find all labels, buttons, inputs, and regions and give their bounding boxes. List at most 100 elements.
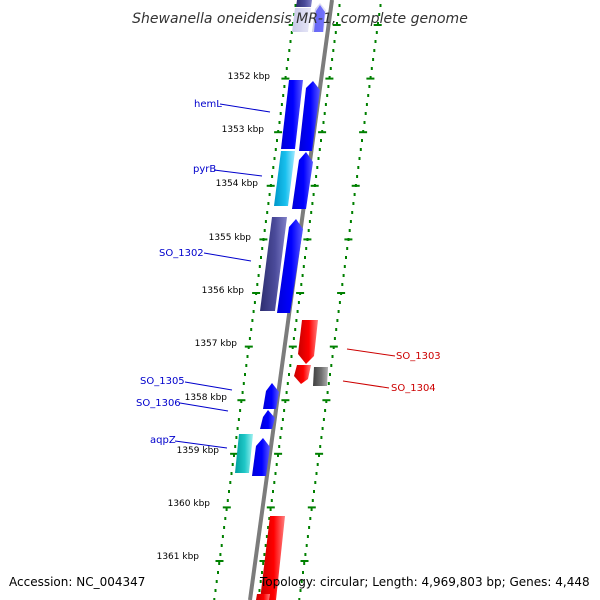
track-middle-dash [259,560,268,562]
track-middle-dot [297,301,300,304]
track-right-dot [331,355,334,358]
track-left-dot [239,409,242,412]
gene-SO1305 [263,383,279,409]
track-left-dash [281,77,290,80]
track-left-dot [235,436,238,439]
gene-aqpZ-left [235,434,253,473]
grid-tracks [213,4,382,600]
leader-SO1305 [184,381,233,391]
track-left-dot [252,310,255,313]
track-middle-dot [310,211,313,214]
track-left-dot [248,337,251,340]
track-middle-dot [327,85,330,88]
track-left-dot [285,67,288,70]
track-right-dot [303,562,306,565]
track-middle-dot [283,409,286,412]
gene-bottom-red-1 [260,516,285,600]
track-left-dot [289,40,292,43]
track-middle-dot [289,364,292,367]
track-right-dot [353,193,356,196]
track-middle-dot [307,229,310,232]
track-right-dot [378,13,381,16]
track-left-dot [283,85,286,88]
kbp-label: 1360 kbp [168,499,211,509]
track-middle-dot [300,283,303,286]
track-right-dot [356,175,359,178]
track-right-dot [338,301,341,304]
track-right-dot [327,382,330,385]
reverse-genes [256,320,328,600]
track-left-dot [228,490,230,493]
track-middle-dot [318,148,321,151]
track-left-dot [213,598,216,600]
track-left-dot [220,544,223,547]
track-middle-dot [285,391,288,394]
track-right-dot [363,121,366,124]
gene-pyrB-left [274,151,295,206]
track-left-dot [217,571,219,574]
track-middle-dot [284,400,287,403]
track-left-dot [237,418,240,421]
track-right-dot [351,211,354,214]
track-middle-dot [279,436,282,439]
track-middle-dot [268,517,271,520]
track-middle-dot [301,274,304,277]
track-left-dot [267,202,270,205]
track-middle-dot [337,13,340,16]
kbp-label: 1359 kbp [177,446,220,456]
track-right-dot [373,49,376,52]
track-middle-dot [296,310,299,313]
track-middle-dot [262,562,265,565]
track-right-dot [335,328,338,331]
track-left-dot [233,454,235,457]
track-left-dot [253,301,256,304]
track-left-dot [236,427,239,430]
gene-hemL-left [281,80,303,149]
kbp-label: 1355 kbp [209,233,252,243]
track-right-dot [368,85,371,88]
leader-SO1304 [342,380,390,389]
track-middle-dot [292,337,295,340]
track-left-dot [221,535,224,538]
track-left-dot [274,148,277,151]
track-left-dot [284,76,287,79]
track-right-dot [364,112,367,115]
track-middle-dash [274,452,283,455]
track-left-dot [242,382,245,385]
track-right-dot [372,58,375,61]
track-middle-dash [310,184,319,187]
track-left-dot [272,166,275,169]
kbp-label: 1353 kbp [222,125,265,135]
track-left-dot [256,283,259,286]
track-right-dot [322,418,325,421]
track-right-dash [329,345,338,348]
track-right-dot [321,427,324,430]
track-right-dot [330,364,333,367]
track-middle-dot [272,490,274,493]
track-middle-dot [295,319,298,322]
track-right-dash [307,506,316,509]
track-right-dash [366,77,375,80]
track-right-dash [322,399,331,402]
track-middle-dot [278,445,281,448]
track-middle-dot [312,193,315,196]
track-right-dot [358,157,361,160]
track-middle-dash [281,399,290,402]
track-left-dot [257,274,260,277]
track-middle-dot [324,103,327,106]
gene-aqpZ-right [252,438,270,476]
track-left-dot [223,526,226,529]
track-left-dot [224,517,227,520]
track-middle-dot [331,58,334,61]
track-left-dot [294,4,297,7]
leader-pyrB [213,169,263,177]
track-right-dot [357,166,360,169]
forward-genes [235,80,320,476]
leader-SO1303 [346,348,396,357]
leader-lines [174,103,396,449]
leader-SO1302 [203,252,252,262]
track-middle-dash [325,77,334,80]
track-left-dot [230,472,233,475]
gene-SO1302-left [260,217,287,311]
track-left-dot [214,589,217,592]
